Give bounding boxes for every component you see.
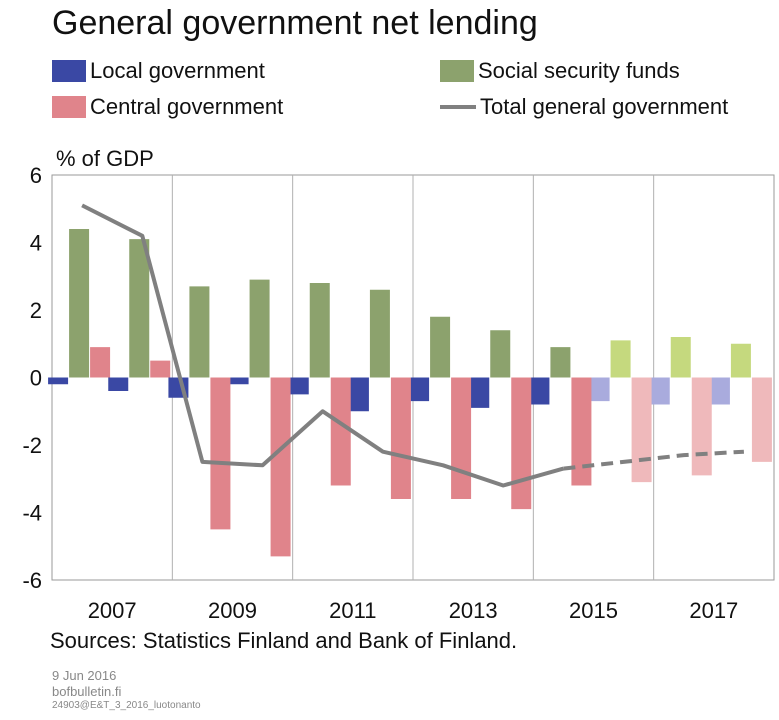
bar-social-security-funds — [610, 340, 631, 378]
bar-local-government — [228, 377, 249, 385]
x-tick-label: 2007 — [88, 598, 137, 623]
bar-central-government — [210, 377, 231, 530]
chart-title: General government net lending — [52, 4, 538, 42]
bar-central-government — [571, 377, 592, 486]
legend-swatch-social — [440, 60, 474, 82]
bar-social-security-funds — [550, 347, 571, 378]
legend-label-social: Social security funds — [478, 58, 680, 83]
bar-central-government — [270, 377, 291, 557]
bar-social-security-funds — [490, 330, 511, 378]
bar-central-government — [511, 377, 532, 510]
legend-swatch-central — [52, 96, 86, 118]
chart-code: 24903@E&T_3_2016_luotonanto — [52, 700, 201, 711]
bar-central-government — [751, 377, 772, 462]
y-tick-label: 0 — [30, 366, 42, 391]
legend-item-social: Social security funds — [440, 58, 680, 84]
y-tick-label: 4 — [30, 231, 42, 256]
bar-local-government — [48, 377, 69, 385]
legend-label-central: Central government — [90, 94, 284, 119]
y-tick-label: 2 — [30, 298, 42, 323]
bar-local-government — [288, 377, 309, 395]
legend-label-total: Total general government — [480, 94, 729, 119]
y-tick-label: -4 — [22, 501, 42, 526]
bar-local-government — [589, 377, 610, 402]
y-tick-label: 6 — [30, 163, 42, 188]
sources-note: Sources: Statistics Finland and Bank of … — [50, 628, 518, 653]
legend-item-central: Central government — [52, 94, 283, 120]
bar-social-security-funds — [189, 286, 210, 378]
y-tick-label: -6 — [22, 568, 42, 593]
bar-social-security-funds — [129, 239, 150, 378]
date-stamp: 9 Jun 2016 — [52, 668, 117, 683]
line-total-general-government-forecast — [563, 449, 745, 471]
legend-item-local: Local government — [52, 58, 265, 84]
x-tick-label: 2009 — [208, 598, 257, 623]
y-tick-label: -2 — [22, 433, 42, 458]
bar-social-security-funds — [309, 283, 330, 378]
bar-central-government — [631, 377, 652, 483]
bar-central-government — [390, 377, 411, 499]
legend-item-total: Total general government — [440, 94, 728, 120]
bar-local-government — [409, 377, 430, 402]
bar-central-government — [150, 360, 171, 378]
legend-swatch-total — [440, 105, 476, 109]
y-unit-label: % of GDP — [56, 146, 154, 171]
site-name: bofbulletin.fi — [52, 684, 122, 699]
line-total-general-government — [81, 203, 564, 488]
legend-label-local: Local government — [90, 58, 265, 83]
x-tick-label: 2011 — [329, 598, 376, 623]
bar-local-government — [348, 377, 369, 412]
bar-local-government — [108, 377, 129, 391]
x-tick-label: 2013 — [449, 598, 498, 623]
bar-local-government — [529, 377, 550, 405]
bar-central-government — [330, 377, 351, 486]
bar-central-government — [691, 377, 712, 476]
bar-local-government — [469, 377, 490, 408]
bar-central-government — [90, 347, 111, 378]
bar-central-government — [451, 377, 472, 499]
bar-social-security-funds — [69, 229, 90, 378]
bar-local-government — [649, 377, 670, 405]
legend: Local government Social security funds C… — [52, 58, 772, 128]
bar-social-security-funds — [670, 337, 691, 378]
bar-social-security-funds — [249, 279, 270, 378]
legend-swatch-local — [52, 60, 86, 82]
bar-local-government — [709, 377, 730, 405]
bar-social-security-funds — [430, 316, 451, 378]
bar-social-security-funds — [369, 289, 390, 378]
x-tick-label: 2015 — [569, 598, 618, 623]
x-tick-label: 2017 — [689, 598, 738, 623]
bar-social-security-funds — [730, 343, 751, 378]
